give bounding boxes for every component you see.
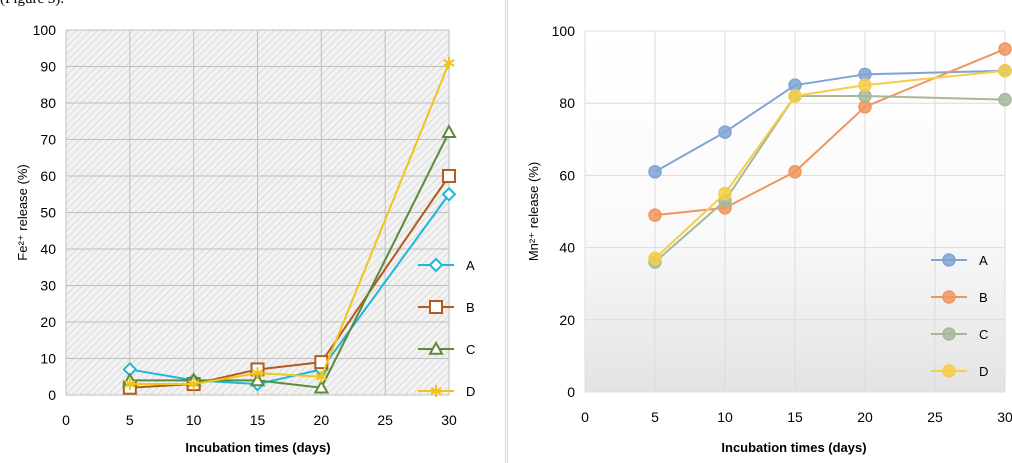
y-tick-label: 40	[559, 240, 575, 256]
y-tick-label: 20	[559, 312, 575, 328]
data-point-d	[999, 65, 1011, 77]
legend-marker-a	[943, 254, 955, 266]
y-tick-label: 100	[33, 22, 57, 38]
legend-label-b: B	[466, 300, 475, 315]
data-point-a	[719, 126, 731, 138]
data-point-b	[649, 209, 661, 221]
x-tick-label: 0	[581, 409, 589, 425]
x-tick-label: 20	[314, 412, 330, 428]
data-point-c	[999, 94, 1011, 106]
y-tick-label: 10	[40, 351, 56, 367]
data-point-a	[649, 166, 661, 178]
y-tick-label: 0	[567, 384, 575, 400]
data-point-d	[789, 90, 801, 102]
mn-release-chart: 0 20 40 60 80 100 0 5 10 15 20 25 30 Incubation times…	[508, 0, 1012, 463]
x-tick-label: 0	[62, 412, 70, 428]
legend-marker-b	[430, 301, 442, 313]
data-point-b	[999, 43, 1011, 55]
data-point-d	[859, 79, 871, 91]
legend-marker-d	[943, 365, 955, 377]
x-tick-label: 10	[186, 412, 202, 428]
x-tick-label: 15	[787, 409, 803, 425]
x-tick-label: 5	[126, 412, 134, 428]
y-tick-label: 80	[559, 95, 575, 111]
legend-label-c: C	[979, 327, 988, 342]
legend-label-d: D	[979, 364, 988, 379]
legend-label-b: B	[979, 290, 988, 305]
x-tick-label: 30	[997, 409, 1012, 425]
legend-label-c: C	[466, 342, 475, 357]
x-tick-label: 30	[441, 412, 457, 428]
x-axis-title: Incubation times (days)	[721, 440, 866, 455]
x-tick-label: 25	[927, 409, 943, 425]
data-point-d	[649, 252, 661, 264]
y-tick-label: 80	[40, 95, 56, 111]
fe-release-chart-panel: 0 10 20 30 40 50 60 70 80 90 100 0 5 10 15 20 25 30 Incuba…	[0, 0, 506, 463]
x-tick-label: 15	[250, 412, 266, 428]
x-axis-title: Incubation times (days)	[185, 440, 330, 455]
y-tick-label: 60	[40, 168, 56, 184]
data-point-d	[719, 187, 731, 199]
y-tick-label: 0	[48, 387, 56, 403]
y-tick-label: 60	[559, 167, 575, 183]
x-tick-label: 25	[377, 412, 393, 428]
x-tick-label: 5	[651, 409, 659, 425]
legend-label-a: A	[979, 253, 988, 268]
y-tick-label: 90	[40, 59, 56, 75]
legend-label-a: A	[466, 258, 475, 273]
mn-release-chart-panel: 0 20 40 60 80 100 0 5 10 15 20 25 30 Incubation times…	[507, 0, 1012, 463]
y-tick-label: 70	[40, 132, 56, 148]
y-tick-label: 40	[40, 241, 56, 257]
legend-marker-c	[943, 328, 955, 340]
legend-marker-b	[943, 291, 955, 303]
legend-label-d: D	[466, 384, 475, 399]
y-tick-label: 30	[40, 278, 56, 294]
fe-release-chart: 0 10 20 30 40 50 60 70 80 90 100 0 5 10 15 20 25 30 Incuba…	[0, 0, 506, 463]
y-tick-label: 100	[552, 23, 576, 39]
y-axis-title: Fe²⁺ release (%)	[15, 164, 30, 260]
y-tick-label: 50	[40, 205, 56, 221]
y-tick-label: 20	[40, 314, 56, 330]
data-point-b	[443, 170, 455, 182]
x-tick-label: 20	[857, 409, 873, 425]
y-axis-title: Mn²⁺ release (%)	[526, 162, 541, 261]
data-point-b	[789, 166, 801, 178]
x-tick-label: 10	[717, 409, 733, 425]
